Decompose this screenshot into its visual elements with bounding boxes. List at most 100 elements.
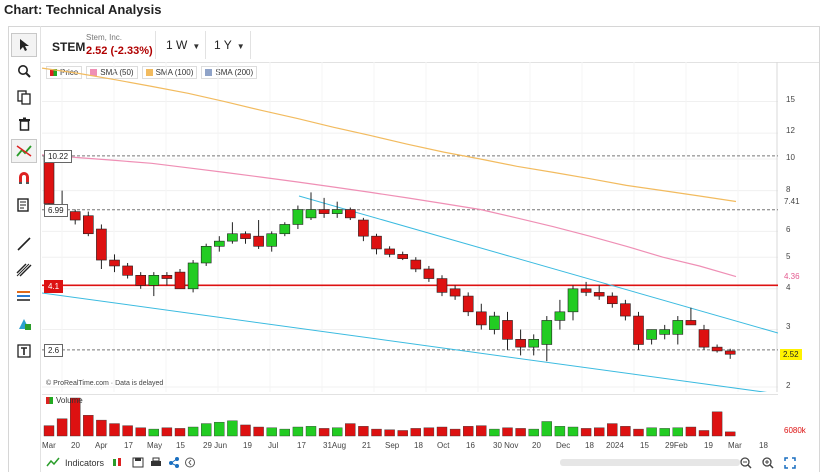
shapes-icon[interactable] — [11, 312, 37, 336]
candle-body — [227, 233, 238, 242]
x-tick-label: 30 Nov — [493, 441, 519, 450]
interval-dropdown[interactable]: 1 W ▼ — [166, 38, 200, 52]
x-tick-label: Sep — [385, 441, 400, 450]
candle-body — [397, 254, 409, 259]
candle-body — [214, 240, 225, 247]
company-name: Stem, Inc. — [86, 33, 123, 42]
x-tick-label: 18 — [414, 441, 423, 450]
candle-body — [344, 209, 356, 219]
candle-body — [554, 311, 566, 321]
x-tick-label: Mar — [42, 441, 56, 450]
notes-icon[interactable] — [11, 193, 37, 217]
fullscreen-icon[interactable] — [784, 457, 796, 469]
save-icon[interactable] — [132, 457, 144, 468]
bar-style-icon[interactable] — [112, 457, 124, 468]
x-tick-label: 2024 — [606, 441, 624, 450]
volume-bar — [711, 411, 723, 437]
candle-body — [253, 235, 264, 247]
trash-icon[interactable] — [11, 112, 37, 136]
candle-body — [436, 278, 448, 293]
last-price-label: 2.52 — [780, 349, 802, 360]
volume-bar — [70, 397, 81, 437]
volume-bar — [122, 425, 133, 437]
price-chart[interactable] — [42, 62, 778, 392]
text-tool-icon[interactable] — [11, 339, 37, 363]
zoom-in-icon[interactable] — [762, 457, 774, 469]
candle-body — [606, 295, 618, 305]
level-box[interactable]: 2.6 — [44, 344, 64, 357]
x-tick-label: May — [147, 441, 163, 450]
volume-bar — [174, 428, 186, 437]
candle-body — [475, 311, 487, 326]
chevron-left-icon[interactable] — [185, 457, 195, 468]
x-tick-label: 18 — [585, 441, 594, 450]
volume-bar — [266, 427, 277, 437]
volume-bar — [449, 428, 461, 437]
volume-bar — [109, 423, 120, 437]
volume-bar — [698, 430, 710, 437]
x-tick-label: Apr — [95, 441, 108, 450]
level-box[interactable]: 4.1 — [44, 280, 64, 293]
candle-body — [161, 275, 173, 279]
copy-tool-icon[interactable] — [11, 85, 37, 109]
trend-tool-icon[interactable] — [11, 139, 37, 163]
candle-body — [580, 288, 592, 293]
x-tick-label: 15 — [176, 441, 185, 450]
level-box[interactable]: 10.22 — [44, 150, 73, 163]
volume-bar — [227, 420, 238, 437]
y-tick-label: 12 — [786, 126, 795, 135]
volume-bar — [214, 421, 225, 437]
legend-item-sma100[interactable]: SMA (100) — [141, 66, 198, 79]
candle-body — [724, 350, 736, 355]
legend-item-price[interactable]: Price — [46, 66, 83, 79]
candle-body — [410, 259, 422, 270]
parallel-lines-icon[interactable] — [11, 258, 37, 282]
candle-body — [449, 288, 461, 297]
indicators-button[interactable]: Indicators — [46, 457, 104, 468]
volume-bar — [240, 424, 251, 437]
candle-body — [423, 268, 435, 279]
candle-body — [122, 265, 133, 276]
y-tick-label: 5 — [786, 252, 791, 261]
candle-body — [200, 245, 212, 264]
y-tick-label: 4 — [786, 283, 791, 292]
zoom-out-icon[interactable] — [740, 457, 752, 469]
divider — [250, 31, 251, 59]
print-icon[interactable] — [150, 457, 162, 468]
volume-bar — [502, 427, 513, 437]
level-box[interactable]: 6.99 — [44, 204, 68, 217]
volume-legend: Volume — [46, 396, 83, 405]
line-tool-icon[interactable] — [11, 232, 37, 256]
candle-body — [672, 320, 684, 335]
x-tick-label: 29Feb — [665, 441, 688, 450]
legend-item-sma200[interactable]: SMA (200) — [201, 66, 258, 79]
volume-bar — [371, 428, 382, 437]
volume-bar — [135, 427, 146, 437]
volume-bar — [56, 418, 68, 437]
x-tick-label: 17 — [124, 441, 133, 450]
volume-bar — [528, 428, 539, 437]
fibonacci-icon[interactable] — [11, 285, 37, 309]
x-tick-label: 20 — [532, 441, 541, 450]
volume-bar — [345, 423, 356, 437]
volume-bar — [725, 431, 736, 437]
divider — [205, 31, 206, 59]
legend-item-sma50[interactable]: SMA (50) — [86, 66, 138, 79]
candle-body — [240, 233, 251, 239]
volume-bar — [659, 428, 670, 437]
pointer-tool-icon[interactable] — [11, 33, 37, 57]
volume-bar — [148, 428, 160, 437]
zoom-tool-icon[interactable] — [11, 59, 37, 83]
magnet-icon[interactable] — [11, 166, 37, 190]
chevron-down-icon: ▼ — [192, 42, 201, 51]
sma200-swatch — [205, 69, 213, 76]
indicators-label: Indicators — [65, 457, 105, 468]
candle-body — [135, 275, 146, 286]
bottom-toolbar: Indicators — [40, 454, 820, 472]
share-icon[interactable] — [168, 457, 180, 468]
range-dropdown[interactable]: 1 Y ▼ — [214, 38, 245, 52]
y-tick-label: 2 — [786, 381, 791, 390]
page-title: Chart: Technical Analysis — [4, 2, 162, 17]
horizontal-scrollbar[interactable] — [560, 459, 740, 466]
volume-bar — [489, 428, 500, 437]
